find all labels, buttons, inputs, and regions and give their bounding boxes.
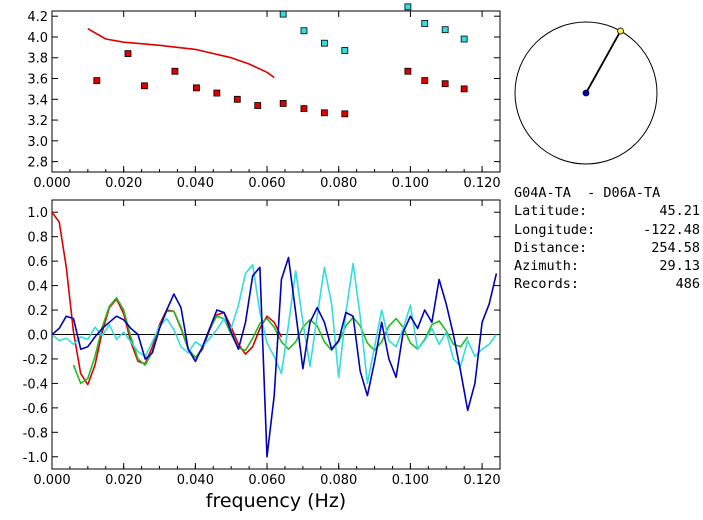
x-tick-label: 0.060: [248, 473, 285, 488]
station-pair-label: G04A-TA - D06A-TA: [514, 185, 661, 201]
y-tick-label: 4.0: [27, 31, 48, 46]
data-point-red-points: [279, 100, 287, 107]
y-tick-label: -0.2: [23, 353, 48, 368]
series-line-red-curve: [87, 28, 275, 79]
series-line-green: [72, 297, 469, 385]
data-point-red-points: [300, 105, 308, 113]
y-tick-label: 3.2: [27, 114, 48, 129]
info-label: Records:: [514, 276, 580, 293]
x-tick-label: 0.120: [463, 473, 500, 488]
info-label: Distance:: [514, 239, 588, 256]
data-point-red-points: [124, 50, 132, 57]
y-tick-label: 3.8: [27, 52, 48, 67]
data-point-cyan-points: [460, 35, 468, 43]
data-point-cyan-points: [320, 39, 328, 47]
x-tick-label: 0.000: [33, 176, 70, 191]
info-value: -122.48: [643, 221, 700, 238]
y-tick-label: 0.8: [27, 231, 48, 246]
data-point-cyan-points: [279, 10, 287, 18]
correlation-chart: 0.000 0.020 0.040 0.060 0.080 0.100 0.120 1.0 0.…: [23, 199, 501, 512]
data-point-red-points: [193, 84, 200, 92]
x-tick-label: 0.060: [248, 176, 285, 191]
x-axis-label: frequency (Hz): [206, 490, 346, 512]
y-tick-label: 3.0: [27, 135, 48, 150]
azimuth-needle: [585, 30, 622, 94]
data-point-red-points: [213, 89, 221, 97]
plot-frame: [51, 10, 501, 173]
y-tick-label: 2.8: [27, 156, 48, 171]
y-tick-label: 3.4: [27, 93, 48, 108]
y-tick-label: -0.8: [23, 426, 48, 441]
compass-circle: [514, 21, 658, 165]
series-group: [87, 28, 275, 79]
info-label: Longitude:: [514, 221, 596, 238]
station-info-panel: G04A-TA - D06A-TA Latitude: 45.21 Longit…: [514, 184, 700, 294]
data-point-cyan-points: [341, 47, 349, 54]
data-point-red-points: [460, 85, 468, 93]
y-tick-label: -1.0: [23, 451, 48, 466]
azimuth-compass: [514, 21, 658, 165]
y-tick-label: 4.2: [27, 10, 48, 25]
data-point-red-points: [320, 109, 328, 117]
data-point-red-points: [171, 67, 179, 75]
x-tick-label: 0.020: [105, 473, 142, 488]
info-value: 29.13: [659, 258, 700, 275]
data-point-red-points: [421, 77, 429, 84]
x-tick-label: 0.100: [392, 473, 429, 488]
info-value: 486: [675, 276, 700, 293]
data-point-cyan-points: [441, 26, 449, 34]
y-tick-label: -0.4: [23, 377, 48, 392]
target-station-marker: [617, 27, 624, 35]
data-point-red-points: [141, 82, 148, 90]
info-row-longitude: Longitude: -122.48: [514, 221, 700, 239]
data-point-cyan-points: [300, 27, 308, 35]
series-line-cyan: [52, 262, 498, 385]
y-tick-label: -0.6: [23, 402, 48, 417]
x-tick-label: 0.040: [177, 473, 214, 488]
y-tick-label: 0.4: [27, 280, 48, 295]
x-tick-label: 0.100: [392, 176, 429, 191]
series-line-red: [52, 211, 283, 386]
data-point-cyan-points: [404, 3, 412, 11]
info-row-azimuth: Azimuth: 29.13: [514, 257, 700, 275]
info-row-distance: Distance: 254.58: [514, 239, 700, 257]
data-point-red-points: [254, 102, 262, 109]
x-tick-label: 0.000: [33, 473, 70, 488]
series-line-blue: [52, 256, 498, 458]
info-value: 254.58: [651, 239, 700, 256]
y-tick-label: 0.6: [27, 255, 48, 270]
x-tick-label: 0.080: [320, 473, 357, 488]
y-tick-label: 0.2: [27, 304, 48, 319]
x-tick-label: 0.120: [463, 176, 500, 191]
x-tick-label: 0.080: [320, 176, 357, 191]
x-tick-label: 0.040: [177, 176, 214, 191]
data-point-red-points: [93, 77, 101, 84]
x-tick-label: 0.020: [105, 176, 142, 191]
info-value: 45.21: [659, 203, 700, 220]
origin-station-marker: [582, 89, 590, 97]
data-point-red-points: [404, 67, 412, 75]
data-point-red-points: [233, 95, 241, 103]
info-row-records: Records: 486: [514, 275, 700, 293]
dispersion-chart: 0.000 0.020 0.040 0.060 0.080 0.100 0.120 2.8 3.…: [27, 3, 501, 191]
series-group: [52, 211, 498, 458]
info-row-latitude: Latitude: 45.21: [514, 202, 700, 220]
y-tick-label: 0.0: [27, 329, 48, 344]
y-tick-label: 3.6: [27, 73, 48, 88]
data-point-cyan-points: [421, 20, 429, 27]
info-label: Azimuth:: [514, 258, 580, 275]
data-point-red-points: [441, 80, 449, 88]
data-point-red-points: [341, 110, 349, 118]
y-tick-label: 1.0: [27, 206, 48, 221]
info-label: Latitude:: [514, 203, 588, 220]
